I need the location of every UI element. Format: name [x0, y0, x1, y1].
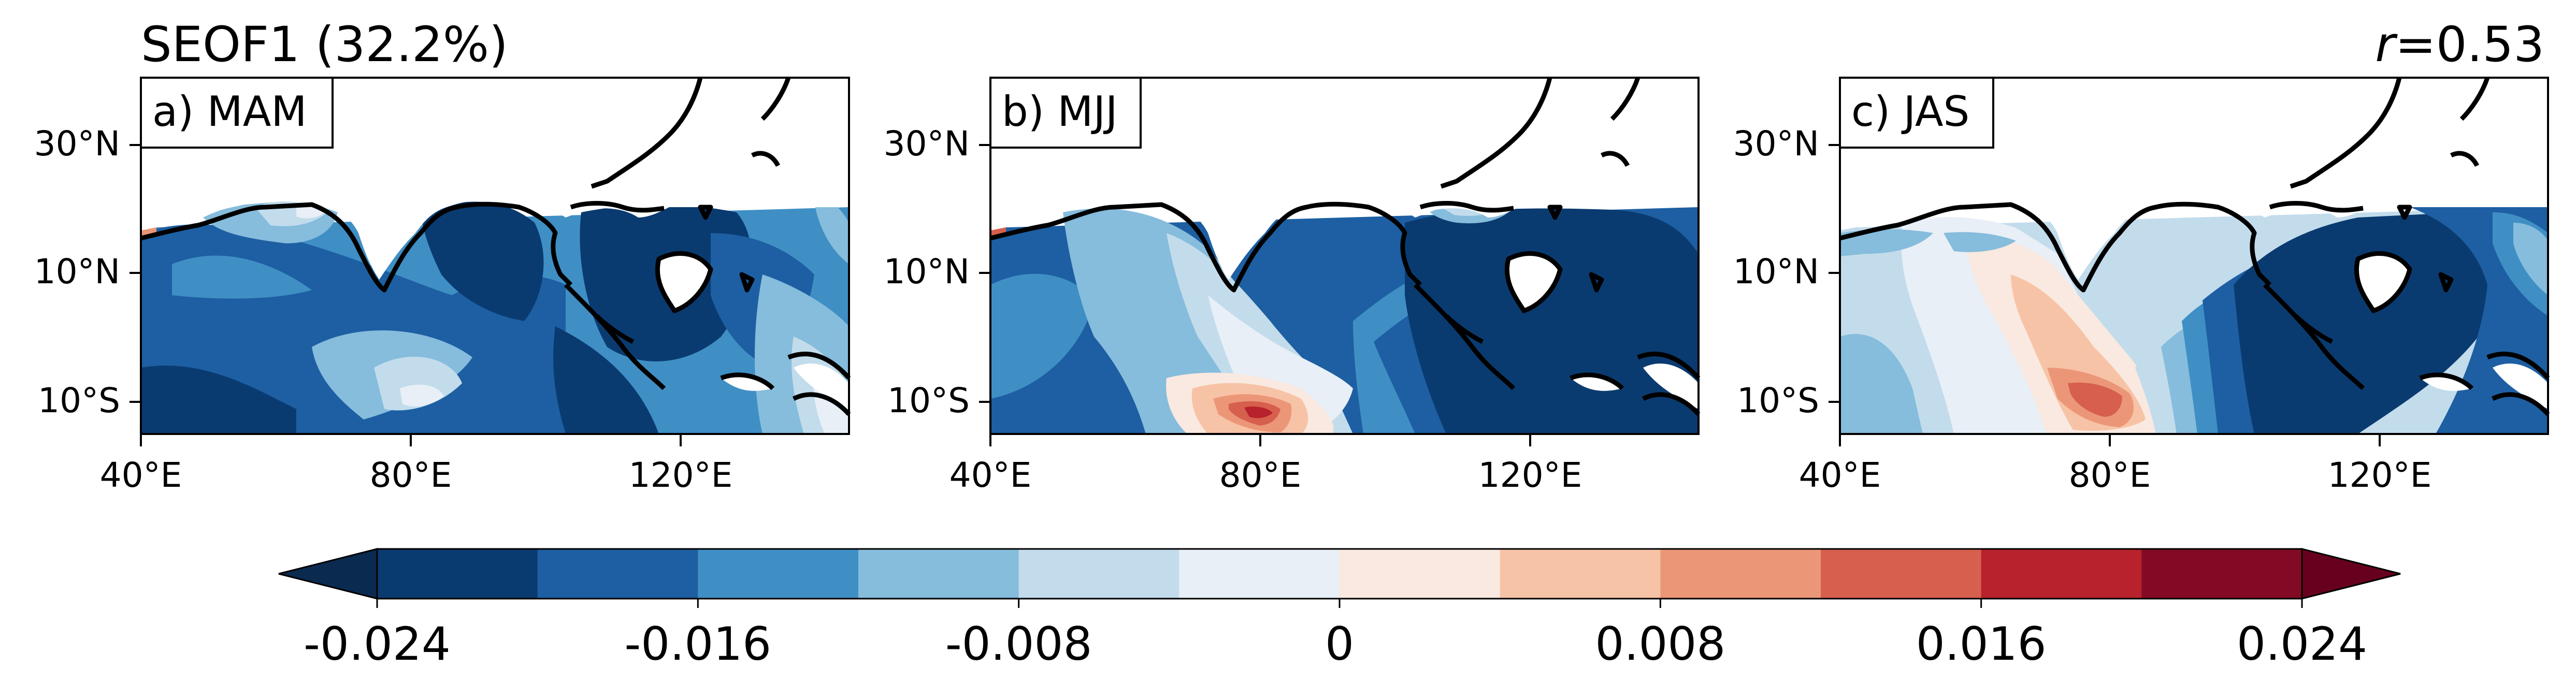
colorbar: -0.024 -0.016 -0.008 0 0.008 0.016 0.024: [278, 548, 2401, 671]
panel-label-box: a) MAM: [140, 77, 334, 149]
colorbar-extend-high: [2301, 548, 2401, 600]
coastlines: [1839, 77, 2550, 416]
y-tick-label: 30°N: [34, 124, 120, 164]
colorbar-tick-label: -0.024: [304, 617, 451, 671]
x-tick-label: 120°E: [629, 455, 733, 495]
colorbar-segment: [1821, 549, 1982, 599]
x-tick-label: 40°E: [1799, 455, 1881, 495]
panel-jas: c) JAS 30°N 10°N 10°S 40°E 80°E 120°E: [1733, 77, 2550, 495]
y-tick-label: 10°N: [34, 252, 120, 292]
x-tick-label: 120°E: [2328, 455, 2432, 495]
y-tick-label: 30°N: [884, 124, 970, 164]
colorbar-segment: [1179, 549, 1340, 599]
correlation-value: =0.53: [2395, 17, 2544, 73]
colorbar-segment: [2141, 549, 2302, 599]
y-tick-label: 10°S: [1737, 381, 1819, 421]
correlation-symbol: r: [2375, 17, 2398, 73]
colorbar-tick-label: 0: [1325, 617, 1354, 671]
colorbar-tick-label: 0.016: [1916, 617, 2047, 671]
panel-frame: [1839, 77, 2549, 435]
x-tick-label: 40°E: [100, 455, 182, 495]
panel-label-box: b) MJJ: [989, 77, 1142, 149]
figure-title: SEOF1 (32.2%): [141, 17, 508, 73]
colorbar-segments: [377, 549, 2302, 599]
colorbar-segment: [1981, 549, 2142, 599]
x-axis: 40°E 80°E 120°E: [100, 434, 733, 495]
x-axis: 40°E 80°E 120°E: [949, 434, 1582, 495]
y-axis: 30°N 10°N 10°S: [34, 124, 141, 421]
colorbar-segment: [1018, 549, 1179, 599]
colorbar-segment: [698, 549, 859, 599]
panel-label-mam: a) MAM: [152, 88, 307, 136]
y-tick-label: 10°S: [38, 381, 120, 421]
panel-label-jas: c) JAS: [1851, 88, 1969, 136]
colorbar-tick-label: 0.008: [1595, 617, 1725, 671]
x-tick-label: 40°E: [949, 455, 1032, 495]
panel-frame: [989, 77, 1700, 435]
panel-mjj: b) MJJ 30°N 10°N 10°S 40°E 80°E 120°E: [884, 77, 1701, 495]
y-axis: 30°N 10°N 10°S: [884, 124, 990, 421]
coastlines: [989, 77, 1701, 416]
panel-mam: a) MAM 30°N 10°N 10°S 40°E 80°E 120°E: [34, 77, 851, 495]
colorbar-tick-label: 0.024: [2237, 617, 2367, 671]
colorbar-segment: [1500, 549, 1661, 599]
colorbar-extend-low: [278, 548, 378, 600]
x-tick-label: 120°E: [1478, 455, 1582, 495]
coastlines: [140, 77, 851, 416]
y-tick-label: 10°N: [1733, 252, 1819, 292]
x-axis: 40°E 80°E 120°E: [1799, 434, 2432, 495]
field-contours: [141, 78, 849, 434]
panel-label-mjj: b) MJJ: [1002, 88, 1118, 136]
panel-label-box: c) JAS: [1839, 77, 1994, 149]
colorbar-segment: [377, 549, 538, 599]
x-tick-label: 80°E: [1219, 455, 1302, 495]
y-tick-label: 10°S: [887, 381, 970, 421]
colorbar-tick-label: -0.008: [945, 617, 1092, 671]
y-tick-label: 30°N: [1733, 124, 1819, 164]
colorbar-segment: [1340, 549, 1501, 599]
field-contours: [1840, 78, 2548, 434]
y-axis: 30°N 10°N 10°S: [1733, 124, 1840, 421]
colorbar-segment: [1660, 549, 1821, 599]
colorbar-segment: [858, 549, 1019, 599]
panel-frame: [140, 77, 850, 435]
colorbar-tick-label: -0.016: [624, 617, 771, 671]
x-tick-label: 80°E: [370, 455, 452, 495]
colorbar-segment: [537, 549, 698, 599]
x-tick-label: 80°E: [2069, 455, 2151, 495]
y-tick-label: 10°N: [884, 252, 970, 292]
correlation-label: r=0.53: [2375, 17, 2544, 73]
colorbar-ticks: -0.024 -0.016 -0.008 0 0.008 0.016 0.024: [304, 599, 2367, 671]
